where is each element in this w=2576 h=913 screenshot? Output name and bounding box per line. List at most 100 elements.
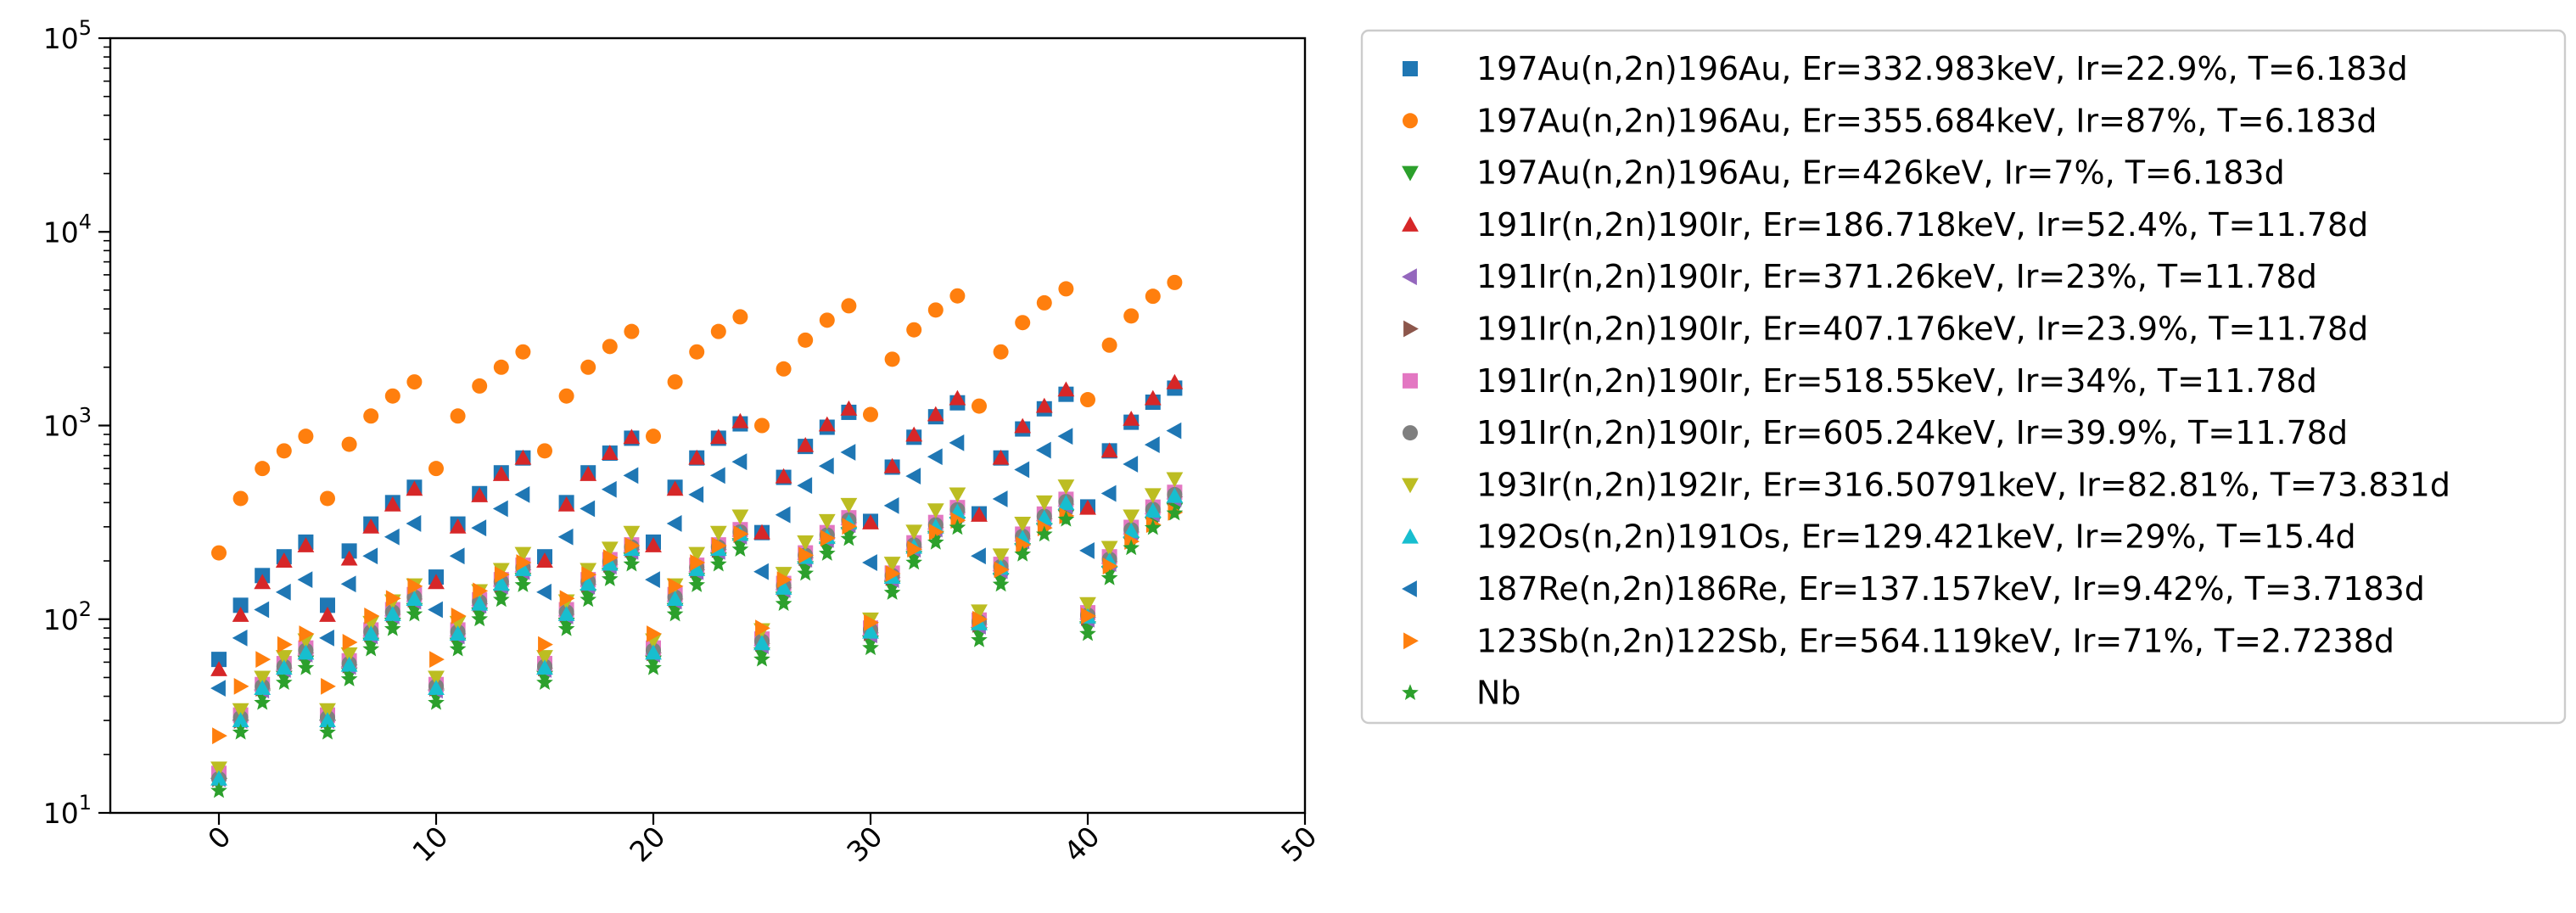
- data-point-s1-29: [841, 298, 857, 314]
- data-point-s8-35: [971, 604, 988, 620]
- data-point-s8-42: [1123, 509, 1140, 525]
- data-point-s3-8: [384, 496, 401, 512]
- data-point-s8-28: [818, 513, 836, 529]
- data-point-s11-7: [364, 607, 380, 625]
- data-point-s1-4: [298, 428, 314, 445]
- data-point-s10-33: [927, 448, 943, 466]
- data-point-s9-6: [340, 656, 358, 672]
- data-point-s9-42: [1123, 523, 1140, 538]
- data-point-s10-25: [753, 563, 769, 580]
- data-point-s8-5: [319, 703, 336, 719]
- data-point-s9-7: [362, 625, 380, 641]
- data-point-s12-18: [601, 570, 619, 586]
- data-point-s9-20: [645, 644, 662, 660]
- data-point-s11-37: [1016, 536, 1032, 554]
- data-point-s8-43: [1144, 488, 1162, 504]
- data-point-s10-35: [971, 547, 986, 565]
- x-tick-label: 30: [840, 820, 888, 868]
- legend-marker: [1403, 320, 1419, 338]
- data-point-s3-37: [1014, 417, 1032, 434]
- legend-marker: [1403, 425, 1418, 441]
- data-point-s9-4: [297, 644, 315, 660]
- data-point-s12-6: [340, 670, 358, 686]
- data-point-s3-22: [688, 449, 706, 465]
- data-point-s3-30: [862, 514, 879, 529]
- data-point-s12-33: [927, 533, 944, 550]
- data-point-s1-3: [276, 443, 292, 459]
- data-point-s1-34: [949, 288, 966, 304]
- data-point-s1-40: [1080, 392, 1095, 408]
- data-point-s1-19: [624, 323, 640, 339]
- data-point-s8-14: [514, 546, 532, 563]
- data-point-s8-44: [1166, 472, 1184, 488]
- data-point-s12-10: [428, 693, 445, 710]
- data-point-s9-9: [406, 591, 423, 606]
- data-point-s8-33: [927, 503, 944, 519]
- data-point-s11-22: [690, 554, 706, 571]
- data-point-s10-38: [1035, 441, 1051, 459]
- data-point-s1-38: [1036, 294, 1052, 311]
- data-point-s3-36: [992, 449, 1010, 465]
- data-point-s3-32: [905, 426, 923, 442]
- data-point-s12-26: [775, 595, 792, 612]
- data-point-s1-14: [515, 344, 531, 360]
- data-point-s11-35: [972, 610, 988, 628]
- legend-label: 191Ir(n,2n)190Ir, Er=371.26keV, Ir=23%, …: [1476, 258, 2317, 295]
- data-point-s1-30: [863, 406, 878, 423]
- data-point-s11-1: [233, 678, 249, 695]
- data-point-s1-24: [732, 309, 748, 325]
- data-point-s9-16: [557, 606, 575, 621]
- data-point-s12-35: [971, 631, 988, 647]
- data-point-s3-23: [709, 428, 727, 445]
- legend-label: 123Sb(n,2n)122Sb, Er=564.119keV, Ir=71%,…: [1476, 622, 2394, 659]
- data-point-s1-37: [1015, 315, 1031, 331]
- data-point-s3-10: [428, 574, 445, 590]
- data-point-s1-44: [1167, 274, 1183, 290]
- data-point-s10-39: [1057, 428, 1073, 445]
- data-point-s10-16: [557, 528, 574, 546]
- data-point-s3-33: [927, 406, 944, 422]
- data-point-s10-23: [709, 467, 725, 485]
- data-point-s3-1: [232, 607, 249, 622]
- data-point-s8-22: [688, 546, 706, 563]
- data-point-s9-17: [580, 575, 597, 591]
- data-point-s1-17: [580, 359, 596, 375]
- data-point-s10-18: [601, 480, 617, 498]
- data-point-s1-41: [1101, 337, 1117, 353]
- data-point-s11-29: [842, 518, 858, 535]
- data-point-s1-42: [1123, 308, 1140, 324]
- data-point-s9-14: [514, 561, 532, 576]
- axes: 101 102 103 104 105 0 10 20 30 40 50: [43, 16, 1324, 868]
- data-point-s12-25: [753, 650, 770, 667]
- data-point-s10-24: [731, 453, 748, 471]
- legend-label: 187Re(n,2n)186Re, Er=137.157keV, Ir=9.42…: [1476, 570, 2425, 608]
- data-point-s9-13: [492, 575, 510, 591]
- data-point-s10-44: [1166, 422, 1182, 440]
- data-point-s3-29: [840, 400, 858, 416]
- data-point-s10-43: [1144, 436, 1160, 454]
- data-point-s3-13: [492, 466, 510, 481]
- data-point-s10-29: [840, 444, 856, 461]
- data-point-s11-14: [516, 554, 532, 571]
- data-point-s12-16: [557, 619, 575, 636]
- legend-label: 191Ir(n,2n)190Ir, Er=605.24keV, Ir=39.9%…: [1476, 414, 2348, 451]
- data-point-s12-36: [992, 575, 1010, 592]
- x-tick-label: 20: [623, 820, 671, 868]
- plot-marks: [210, 274, 1184, 798]
- data-point-s10-8: [384, 528, 400, 546]
- data-point-s1-27: [798, 332, 814, 348]
- data-point-s3-41: [1100, 442, 1118, 458]
- data-point-s9-26: [775, 580, 792, 595]
- legend-marker: [1402, 268, 1417, 286]
- data-point-s3-19: [623, 428, 641, 445]
- data-point-s9-30: [862, 623, 879, 639]
- data-point-s10-26: [775, 506, 791, 524]
- data-point-s9-22: [688, 561, 706, 576]
- data-point-s10-20: [645, 571, 660, 589]
- legend-label: 192Os(n,2n)191Os, Er=129.421keV, Ir=29%,…: [1476, 518, 2356, 556]
- data-point-s9-21: [666, 591, 684, 606]
- data-point-s11-36: [994, 561, 1010, 579]
- data-point-s10-5: [319, 629, 334, 647]
- data-point-s11-17: [581, 566, 597, 584]
- legend-marker: [1402, 684, 1419, 700]
